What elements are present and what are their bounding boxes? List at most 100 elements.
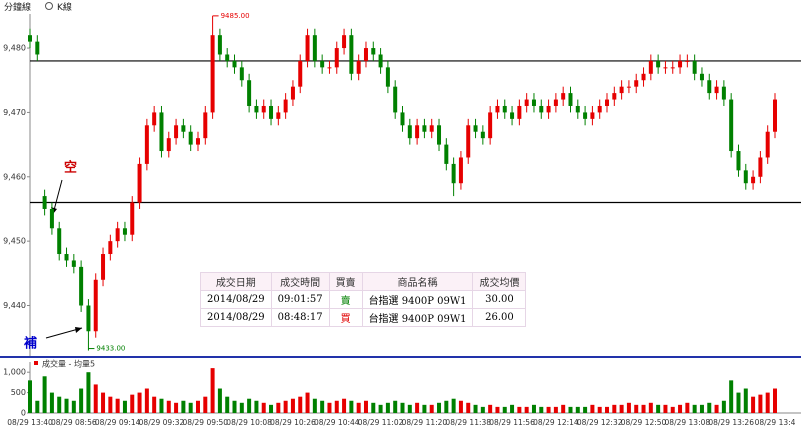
- x-tick-label: 08/29 13:08: [665, 418, 711, 427]
- candle-body: [239, 67, 244, 81]
- candle-body: [371, 48, 376, 55]
- volume-bar: [685, 402, 690, 413]
- volume-bar: [626, 402, 631, 413]
- candle-body: [144, 125, 149, 164]
- volume-bar: [276, 402, 281, 413]
- candle-body: [473, 125, 478, 132]
- candle-body: [510, 112, 515, 119]
- volume-bar: [619, 404, 624, 413]
- candle-body: [524, 99, 529, 106]
- candle-body: [531, 99, 536, 106]
- candle-body: [539, 105, 544, 113]
- candle-body: [385, 67, 390, 87]
- x-tick-label: 08/29 08:56: [51, 418, 97, 427]
- x-tick-label: 08/29 10:44: [314, 418, 360, 427]
- table-cell: 30.00: [472, 290, 527, 309]
- volume-bar: [49, 392, 54, 413]
- volume-bar: [721, 400, 726, 413]
- candle-body: [115, 228, 120, 242]
- candle-body: [42, 196, 47, 209]
- volume-bar: [663, 404, 668, 413]
- candle-body: [188, 131, 193, 145]
- toolbar-item[interactable]: 分鐘線: [4, 2, 32, 13]
- candle-body: [101, 254, 106, 280]
- volume-bar: [575, 406, 580, 413]
- candle-body: [458, 157, 463, 184]
- candle-body: [276, 112, 281, 119]
- volume-bar: [583, 406, 588, 413]
- volume-bar: [634, 404, 639, 413]
- volume-bar: [101, 392, 106, 413]
- volume-bar: [166, 400, 171, 413]
- legend-swatch: [34, 361, 38, 365]
- high-label: 9485.00: [221, 12, 250, 20]
- radio-icon[interactable]: [45, 2, 54, 10]
- toolbar-item[interactable]: K線: [57, 2, 72, 13]
- candle-body: [166, 138, 171, 152]
- table-row: 2014/08/29 08:48:17 買台指選 9400P 09W1 26.00: [200, 308, 527, 327]
- volume-bar: [298, 396, 303, 413]
- candle-body: [575, 105, 580, 113]
- volume-bar: [437, 402, 442, 413]
- volume-bar: [269, 404, 274, 413]
- volume-bar: [363, 400, 368, 413]
- candle-body: [342, 35, 347, 49]
- y-tick-label: 500: [11, 388, 26, 397]
- table-cell: 2014/08/29: [200, 290, 272, 309]
- volume-bar: [458, 400, 463, 413]
- candle-body: [502, 105, 507, 113]
- candle-body: [232, 60, 237, 68]
- candle-body: [57, 228, 62, 255]
- candle-body: [181, 125, 186, 132]
- volume-bar: [692, 404, 697, 413]
- candle-body: [254, 105, 259, 113]
- candle-body: [656, 60, 661, 68]
- candle-body: [122, 228, 127, 235]
- candle-body: [444, 144, 449, 164]
- candle-body: [626, 86, 631, 88]
- candle-body: [108, 241, 113, 255]
- candle-body: [356, 60, 361, 74]
- annotation-cover: 補: [23, 336, 37, 352]
- x-tick-label: 08/29 10:08: [226, 418, 272, 427]
- volume-bar: [517, 406, 522, 413]
- x-tick-label: 08/29 11:02: [358, 418, 404, 427]
- volume-bar: [429, 404, 434, 413]
- volume-bar: [641, 404, 646, 413]
- volume-bar: [349, 400, 354, 413]
- x-tick-label: 08/29 10:26: [270, 418, 316, 427]
- volume-bar: [495, 406, 500, 413]
- candle-body: [663, 67, 668, 69]
- candle-body: [699, 73, 704, 81]
- candle-body: [707, 80, 712, 94]
- candle-body: [773, 99, 777, 132]
- y-tick-label: 9,480: [3, 44, 26, 53]
- volume-bar: [415, 402, 420, 413]
- table-cell: 2014/08/29: [200, 308, 272, 327]
- volume-bar: [79, 388, 84, 413]
- table-cell: 台指選 9400P 09W1: [361, 290, 474, 309]
- annotation-short: 空: [64, 160, 77, 176]
- volume-bar: [305, 392, 310, 413]
- candle-body: [466, 125, 471, 158]
- candle-body: [678, 60, 683, 68]
- candle-body: [597, 105, 602, 113]
- volume-bar: [254, 400, 259, 413]
- candle-body: [174, 125, 179, 139]
- candle-body: [495, 105, 500, 113]
- volume-bar: [699, 404, 704, 413]
- y-tick-label: 9,440: [3, 301, 26, 310]
- candle-body: [49, 208, 54, 229]
- candle-body: [28, 35, 32, 42]
- volume-bar: [546, 406, 551, 413]
- volume-bar: [758, 394, 763, 413]
- volume-bar: [773, 388, 777, 413]
- volume-bar: [42, 376, 47, 413]
- trade-table: 成交日期 成交時間 買賣 商品名稱 成交均價 2014/08/29 09:01:57 賣台指選…: [200, 272, 527, 327]
- candle-body: [590, 112, 595, 119]
- table-cell: 09:01:57: [270, 290, 330, 309]
- volume-bar: [743, 388, 748, 413]
- volume-bar: [553, 406, 558, 413]
- x-tick-label: 08/29 13:40: [7, 418, 53, 427]
